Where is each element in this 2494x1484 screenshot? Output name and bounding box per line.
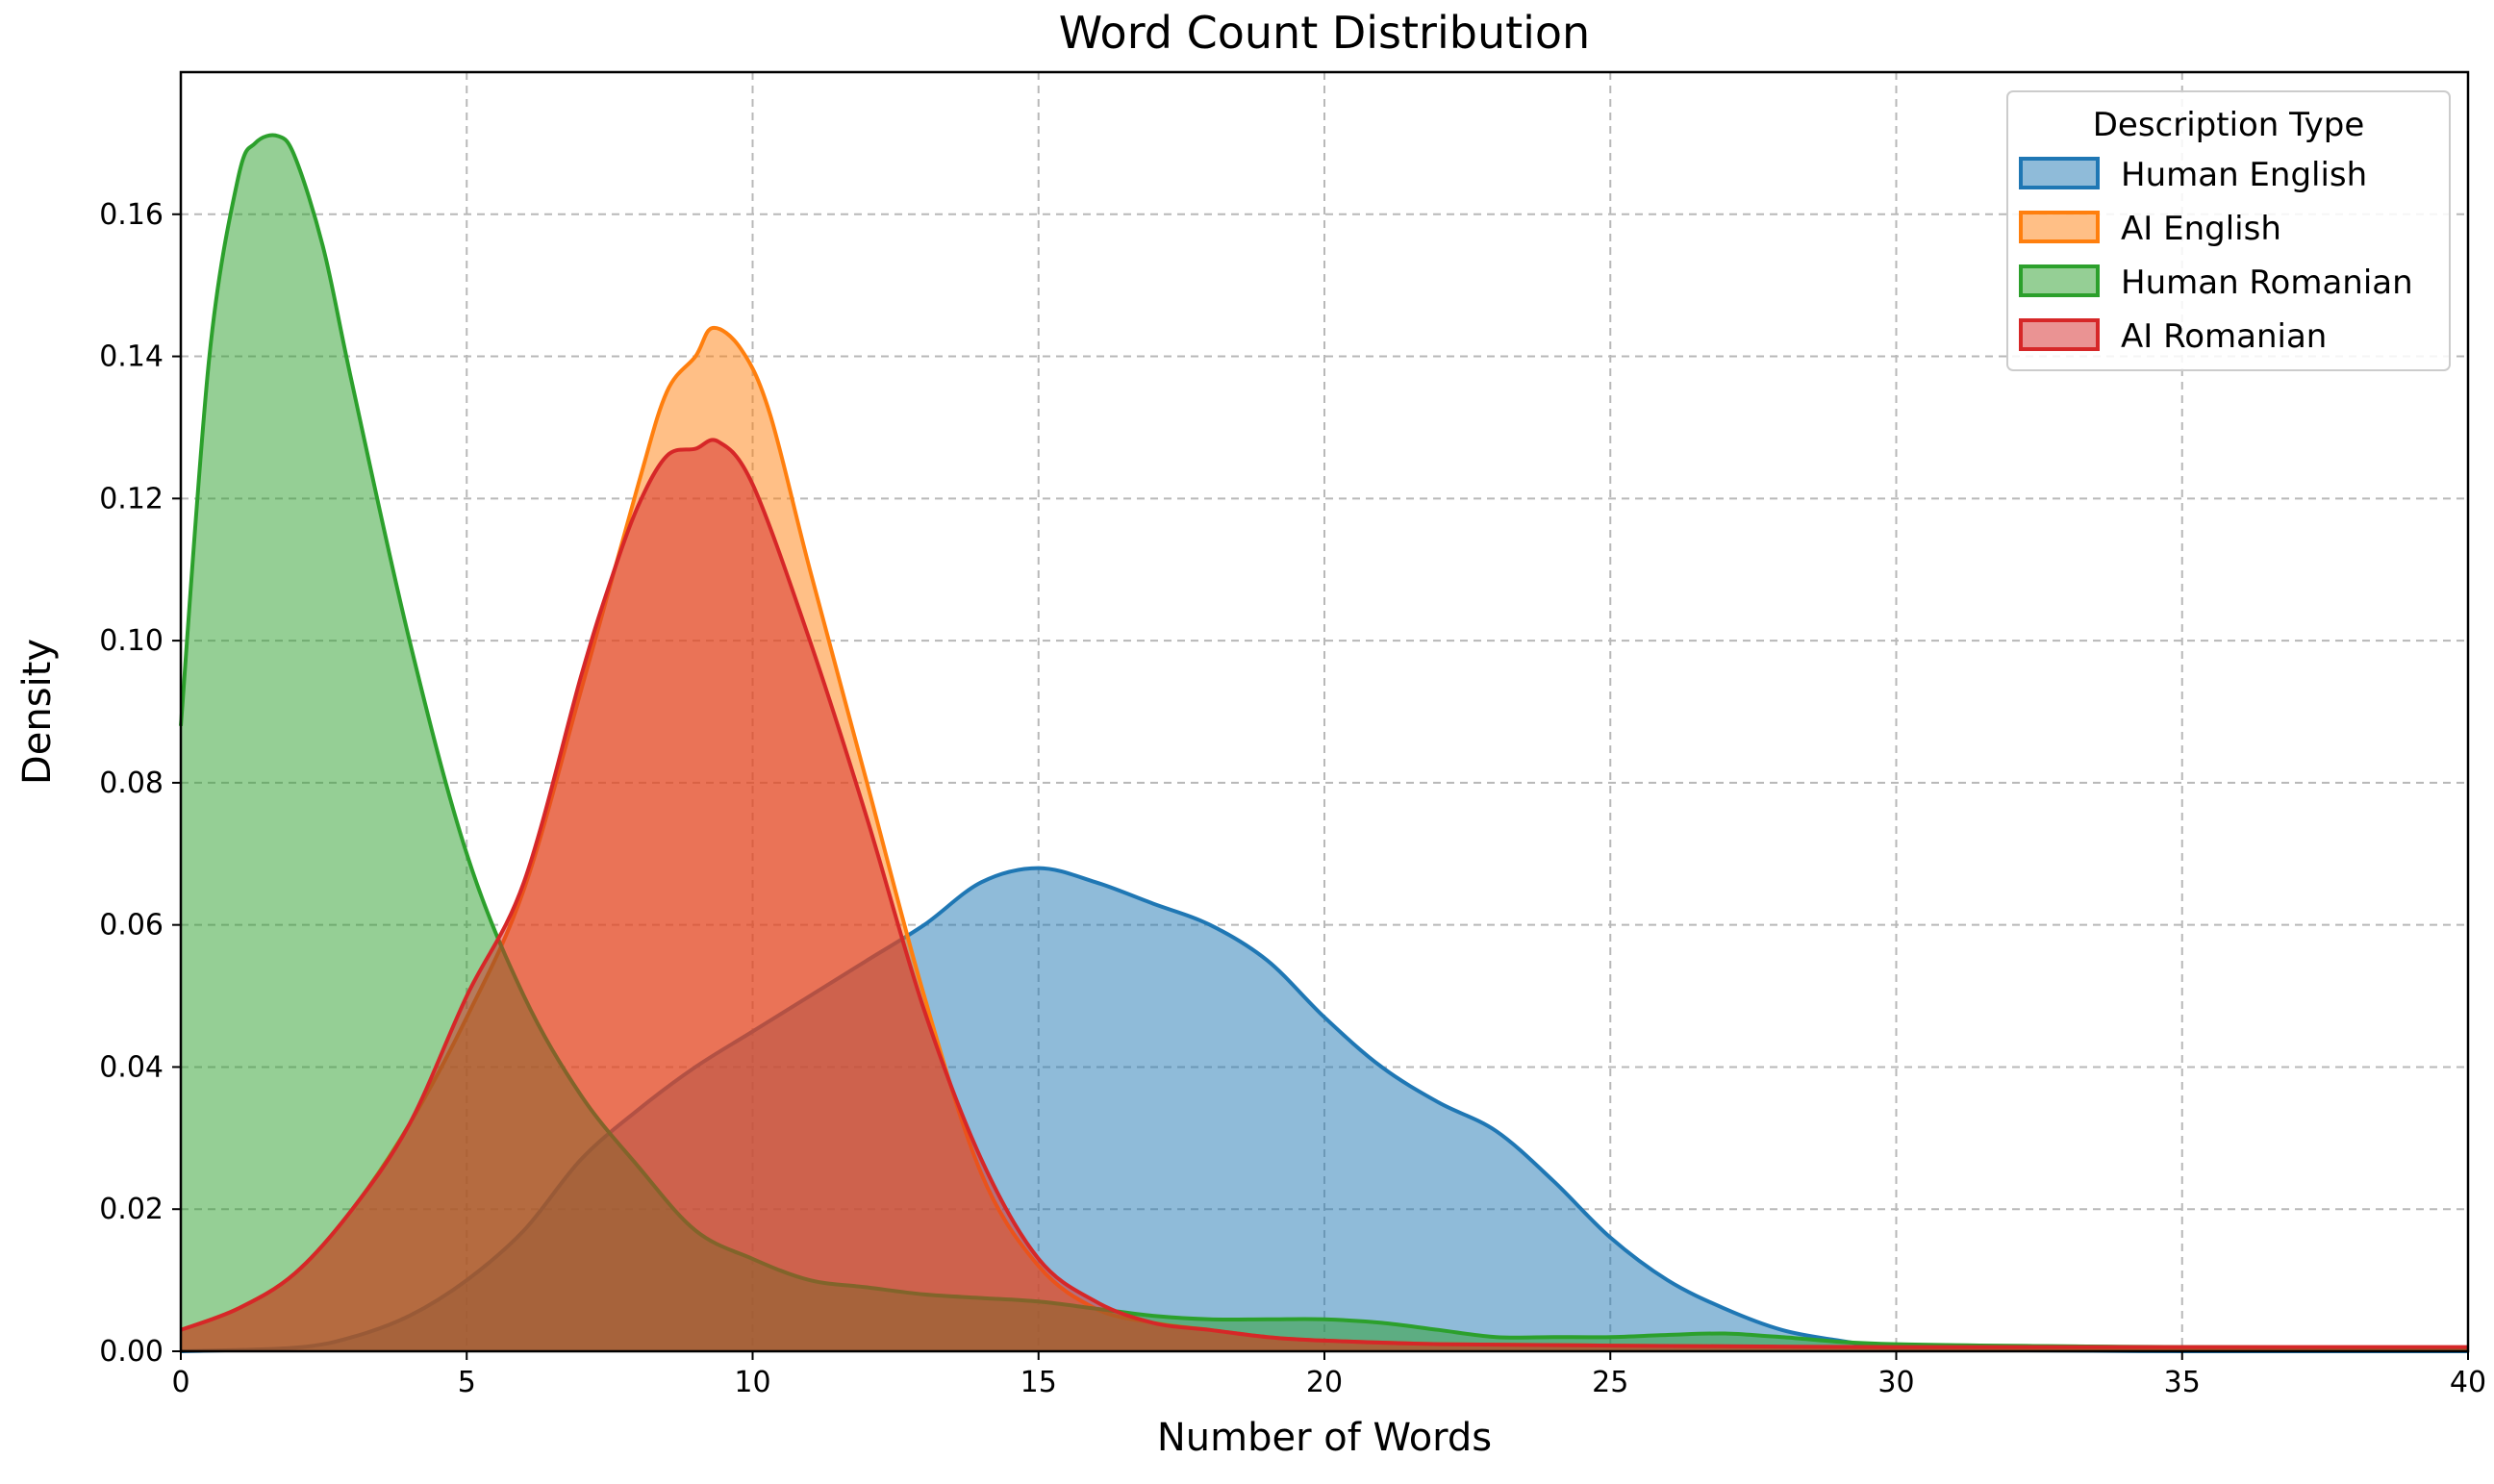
y-tick-label: 0.10 — [99, 624, 164, 658]
y-tick-label: 0.04 — [99, 1050, 164, 1084]
legend-label-human-romanian: Human Romanian — [2121, 264, 2413, 302]
y-tick-label: 0.16 — [99, 198, 164, 232]
x-tick-label: 15 — [1020, 1366, 1057, 1399]
y-tick-label: 0.02 — [99, 1193, 164, 1226]
legend-swatch-ai-romanian — [2019, 318, 2100, 351]
y-tick-label: 0.14 — [99, 340, 164, 374]
series-line-ai-romanian — [180, 438, 2468, 1349]
x-tick-label: 20 — [1306, 1366, 1343, 1399]
x-tick-label: 40 — [2450, 1366, 2486, 1399]
legend-box — [2006, 90, 2451, 371]
legend-swatch-human-english — [2019, 157, 2100, 189]
legend-label-ai-english: AI English — [2121, 210, 2281, 248]
x-tick-label: 5 — [458, 1366, 476, 1399]
y-axis-title: Density — [15, 639, 60, 785]
series-layer — [179, 133, 2469, 1354]
x-tick-label: 25 — [1592, 1366, 1628, 1399]
legend-items: Human English AI English Human Romanian AI … — [2019, 156, 2413, 356]
x-tick-label: 35 — [2164, 1366, 2201, 1399]
y-tick-label: 0.12 — [99, 482, 164, 516]
legend-swatch-ai-english — [2019, 211, 2100, 243]
x-tick-label: 10 — [734, 1366, 770, 1399]
legend: Description Type Human English AI English… — [2006, 90, 2451, 371]
x-tick-label: 30 — [1877, 1366, 1914, 1399]
series-area-ai-romanian — [181, 440, 2468, 1352]
y-tick-label: 0.06 — [99, 909, 164, 943]
chart-title: Word Count Distribution — [1059, 7, 1590, 59]
legend-label-ai-romanian: AI Romanian — [2121, 317, 2327, 356]
y-tick-label: 0.00 — [99, 1335, 164, 1369]
ticks-layer: 0 5 10 15 20 25 30 35 40 0.00 0.02 0.04 0.06 0.08 0.10… — [99, 198, 2486, 1399]
legend-title: Description Type — [2093, 106, 2365, 144]
x-axis-title: Number of Words — [1157, 1416, 1492, 1460]
legend-swatch-human-romanian — [2019, 264, 2100, 297]
y-tick-label: 0.08 — [99, 767, 164, 800]
legend-label-human-english: Human English — [2121, 156, 2367, 194]
x-tick-label: 0 — [171, 1366, 189, 1399]
